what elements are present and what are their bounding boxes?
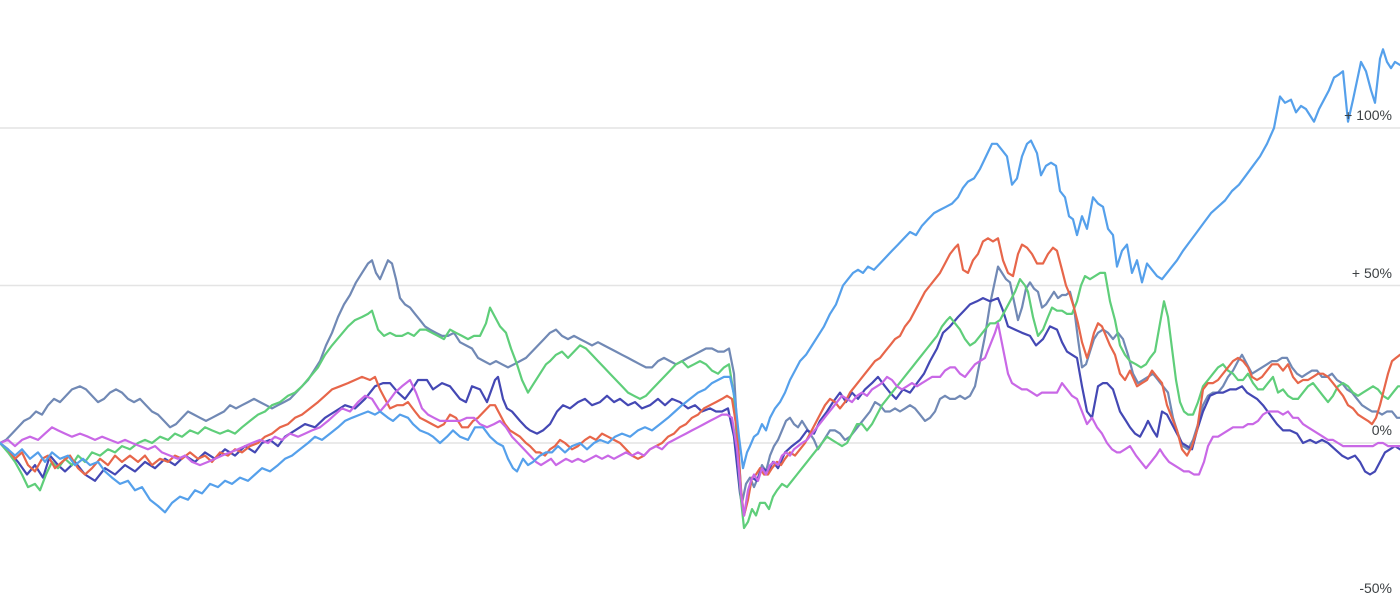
orange-line <box>0 237 1400 517</box>
slate-blue-line <box>0 259 1400 504</box>
y-axis-label-plus50: + 50% <box>1351 264 1392 281</box>
y-axis-label-zero: 0% <box>1371 422 1392 438</box>
y-axis-label-plus100: + 100% <box>1344 107 1392 123</box>
sky-blue-line <box>0 48 1400 514</box>
green-line <box>0 271 1400 530</box>
y-axis-label-minus50: -50% <box>1359 579 1392 596</box>
magenta-line <box>0 322 1400 517</box>
